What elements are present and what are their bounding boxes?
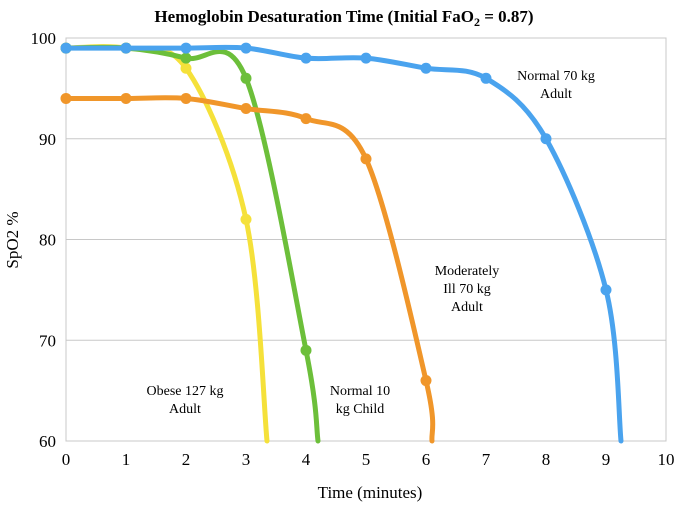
series-label-line: Adult — [451, 300, 483, 315]
series-label: Normal 10 kg Child — [330, 384, 390, 417]
data-point — [420, 375, 432, 387]
series-label: Moderately Ill 70 kg Adult — [435, 264, 500, 315]
x-tick-label: 6 — [422, 450, 431, 469]
series-annotations: Obese 127 kg Adult Normal 10 kg Child Modera… — [147, 69, 595, 417]
chart-title-subscript: 2 — [474, 15, 480, 29]
x-tick-label: 10 — [658, 450, 675, 469]
y-axis-label: SpO2 % — [3, 211, 22, 268]
series-label: Normal 70 kg Adult — [517, 69, 595, 102]
data-point — [360, 153, 372, 165]
data-point — [300, 113, 312, 125]
data-point — [180, 62, 192, 74]
x-tick-label: 3 — [242, 450, 251, 469]
data-point — [600, 284, 612, 296]
series-label-line: Ill 70 kg — [443, 282, 490, 297]
y-tick-label: 70 — [39, 331, 56, 350]
series-0 — [60, 42, 270, 444]
x-tick-label: 9 — [602, 450, 611, 469]
data-point — [60, 42, 72, 54]
series-label: Obese 127 kg Adult — [147, 384, 224, 417]
data-point — [240, 42, 252, 54]
series-label-line: Obese 127 kg — [147, 384, 224, 399]
series-label-line: Moderately — [435, 264, 500, 279]
data-point — [480, 72, 492, 84]
tick-labels: 60 70 80 90 100 0 1 2 3 4 5 6 7 8 9 10 — [31, 29, 675, 469]
series-3 — [60, 42, 624, 444]
data-point — [300, 52, 312, 64]
data-point — [180, 52, 192, 64]
series-line — [63, 44, 321, 444]
x-tick-label: 7 — [482, 450, 491, 469]
data-point — [540, 133, 552, 145]
series-layer — [60, 42, 624, 444]
series-2 — [60, 92, 436, 444]
x-tick-label: 1 — [122, 450, 131, 469]
data-point — [240, 213, 252, 225]
x-axis-label: Time (minutes) — [318, 483, 423, 502]
grid-lines — [66, 138, 666, 341]
data-point — [240, 103, 252, 115]
chart-title-suffix: = 0.87) — [480, 7, 534, 26]
data-point — [240, 72, 252, 84]
data-point — [180, 92, 192, 104]
data-point — [360, 52, 372, 64]
series-label-line: Adult — [169, 402, 201, 417]
data-point — [180, 42, 192, 54]
series-label-line: Normal 70 kg — [517, 69, 595, 84]
series-label-line: kg Child — [336, 402, 385, 417]
chart-title: Hemoglobin Desaturation Time (Initial Fa… — [154, 7, 533, 29]
data-point — [300, 344, 312, 356]
x-tick-label: 4 — [302, 450, 311, 469]
x-tick-label: 0 — [62, 450, 71, 469]
data-point — [60, 92, 72, 104]
series-line — [63, 44, 624, 444]
y-tick-label: 80 — [39, 231, 56, 250]
x-tick-label: 8 — [542, 450, 551, 469]
y-tick-label: 100 — [31, 29, 57, 48]
x-tick-label: 5 — [362, 450, 371, 469]
plot-area-border — [65, 37, 667, 442]
series-label-line: Adult — [540, 87, 572, 102]
series-label-line: Normal 10 — [330, 384, 390, 399]
y-tick-label: 60 — [39, 432, 56, 451]
y-tick-label: 90 — [39, 130, 56, 149]
data-point — [120, 92, 132, 104]
x-tick-label: 2 — [182, 450, 191, 469]
data-point — [120, 42, 132, 54]
data-point — [420, 62, 432, 74]
